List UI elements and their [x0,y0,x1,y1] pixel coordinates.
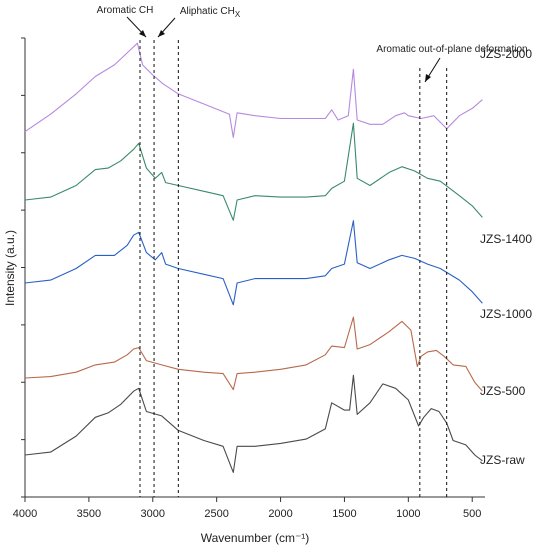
series-label: JZS-500 [480,384,526,398]
series-layer: JZS-2000 JZS-1400 JZS-1000 JZS-500 JZS-raw [24,42,532,473]
annotation-aromatic-ch: Aromatic CH [97,5,154,16]
series-line-jzs-2000 [24,42,483,138]
annotation-aliphatic-ch: Aliphatic CHX [180,6,241,19]
series-line-jzs-500 [24,316,483,392]
annotations-layer: Aromatic CH Aliphatic CHX Aromatic out-of-… [97,5,528,497]
annotation-arrowhead [158,30,165,37]
y-axis-title: Intensity (a.u.) [3,230,17,306]
annotation-aliphatic-ch-subscript: X [235,10,241,19]
x-tick-label: 500 [463,508,481,520]
x-tick-label: 4000 [13,508,37,520]
annotation-out-of-plane: Aromatic out-of-plane deformation [376,44,527,55]
series-label: JZS-1000 [480,307,532,321]
series-line-jzs-raw [24,374,483,473]
x-tick-label: 3500 [77,508,101,520]
annotation-arrowhead [425,74,431,82]
series-line-jzs-1000 [24,220,483,306]
series-label: JZS-1400 [480,232,532,246]
x-tick-label: 1000 [396,508,420,520]
x-tick-label: 2000 [268,508,292,520]
annotation-arrowhead [139,30,146,37]
annotation-aliphatic-ch-text: Aliphatic CH [180,6,235,17]
y-axis-ticks [21,37,25,498]
series-line-jzs-1400 [24,122,483,221]
x-axis-ticks: 4000 3500 3000 2500 2000 1500 1000 500 [13,497,481,520]
x-axis-title: Wavenumber (cm⁻¹) [201,531,310,545]
series-label: JZS-raw [480,453,525,467]
x-tick-label: 2500 [204,508,228,520]
series-label: JZS-2000 [480,47,532,61]
x-tick-label: 3000 [141,508,165,520]
x-tick-label: 1500 [332,508,356,520]
